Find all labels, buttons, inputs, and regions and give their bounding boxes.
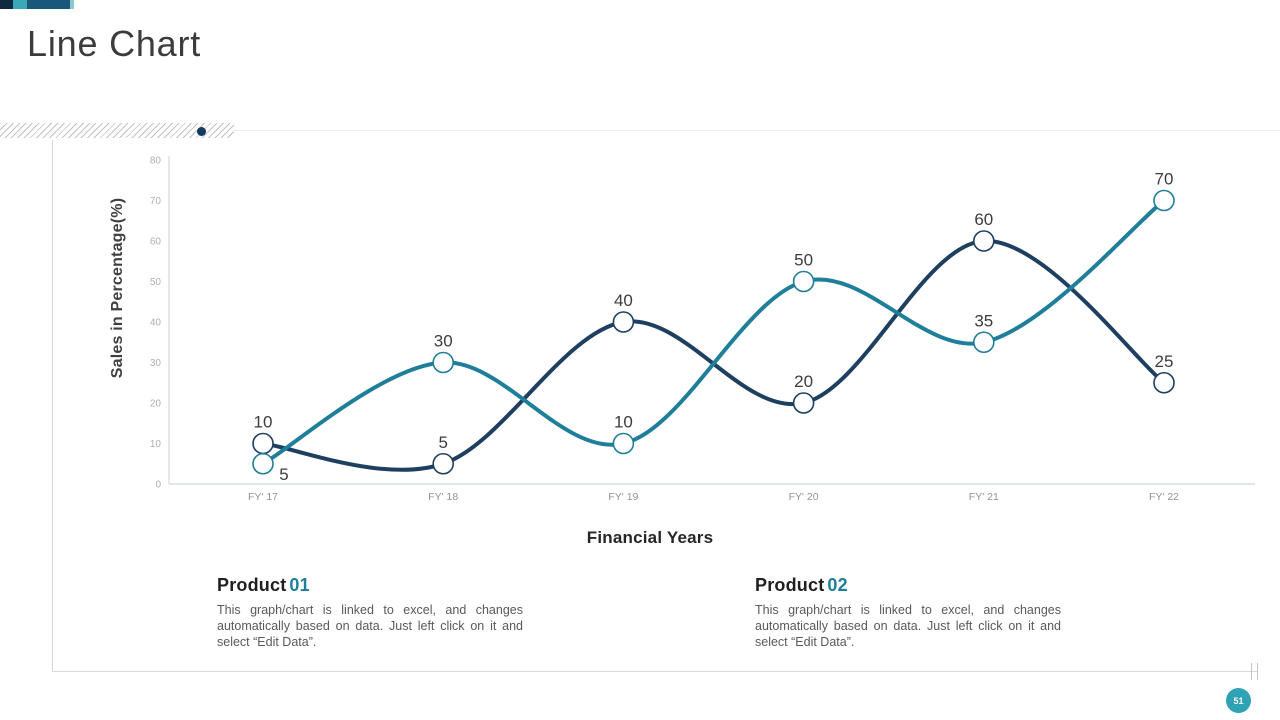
chart-text: 10	[254, 413, 273, 432]
accent-bar-teal	[13, 0, 27, 9]
chart-text: FY' 18	[428, 491, 458, 503]
chart-text: 20	[794, 372, 813, 391]
box-end-tick	[1251, 663, 1252, 680]
data-point-marker	[792, 392, 815, 414]
chart-text: 5	[279, 465, 288, 484]
data-point-marker	[1153, 189, 1175, 212]
chart-text: FY' 19	[608, 491, 638, 503]
chart-text: 20	[150, 399, 162, 410]
hatched-divider	[0, 123, 234, 138]
product-02-heading-number: 02	[827, 575, 848, 595]
chart-text: 60	[974, 210, 993, 229]
product-02-heading: Product 02	[755, 575, 1061, 596]
data-point-marker	[792, 270, 815, 293]
chart-text: FY' 21	[969, 491, 999, 503]
chart-text: 70	[150, 196, 162, 207]
page-title: Line Chart	[27, 23, 202, 64]
y-axis-title: Sales in Percentage(%)	[109, 197, 126, 379]
top-accent-bars	[0, 0, 74, 9]
chart-text: 0	[155, 480, 161, 491]
chart-text: 60	[150, 237, 162, 248]
accent-bar-navy	[0, 0, 13, 9]
product-02-description: This graph/chart is linked to excel, and…	[755, 603, 1061, 649]
product-02-heading-text: Product	[755, 575, 825, 595]
chart-text: 70	[1155, 170, 1174, 189]
chart-text: FY' 22	[1149, 491, 1179, 503]
series-line-2	[261, 198, 1166, 466]
data-point-marker	[612, 432, 635, 455]
chart-text: 5	[438, 433, 447, 452]
divider-dot	[197, 127, 206, 136]
data-point-marker	[252, 432, 274, 455]
product-01-heading: Product 01	[217, 575, 523, 596]
product-01-note: Product 01 This graph/chart is linked to …	[217, 575, 523, 650]
data-point-marker	[432, 351, 455, 374]
chart-text: FY' 17	[248, 491, 278, 503]
divider-line	[234, 130, 1280, 131]
chart-text: 50	[150, 277, 162, 288]
accent-bar-light	[70, 0, 74, 9]
chart-text: 35	[974, 311, 993, 330]
data-point-marker	[252, 452, 274, 475]
data-point-marker	[1153, 371, 1175, 394]
series-line-1	[261, 238, 1166, 472]
product-01-heading-text: Product	[217, 575, 287, 595]
chart-text: 10	[150, 439, 162, 450]
data-point-marker	[972, 230, 995, 252]
product-01-heading-number: 01	[289, 575, 310, 595]
accent-bar-blue	[27, 0, 70, 9]
data-point-marker	[432, 452, 455, 475]
product-01-description: This graph/chart is linked to excel, and…	[217, 603, 523, 649]
chart-text: 40	[614, 291, 633, 310]
page-number-badge: 51	[1226, 688, 1251, 713]
chart-text: 10	[614, 413, 633, 432]
box-end-tick	[1257, 663, 1258, 680]
chart-text: 25	[1155, 352, 1174, 371]
content-placeholder-box	[52, 140, 1258, 672]
data-point-marker	[612, 311, 635, 333]
data-point-marker	[972, 331, 995, 354]
chart-text: 40	[150, 318, 162, 329]
chart-text: 30	[150, 358, 162, 369]
chart-text: 80	[150, 156, 162, 167]
x-axis-title: Financial Years	[586, 528, 714, 547]
chart-text: FY' 20	[789, 491, 819, 503]
product-02-note: Product 02 This graph/chart is linked to …	[755, 575, 1061, 650]
chart-text: 50	[794, 251, 813, 270]
chart-text: 30	[434, 332, 453, 351]
